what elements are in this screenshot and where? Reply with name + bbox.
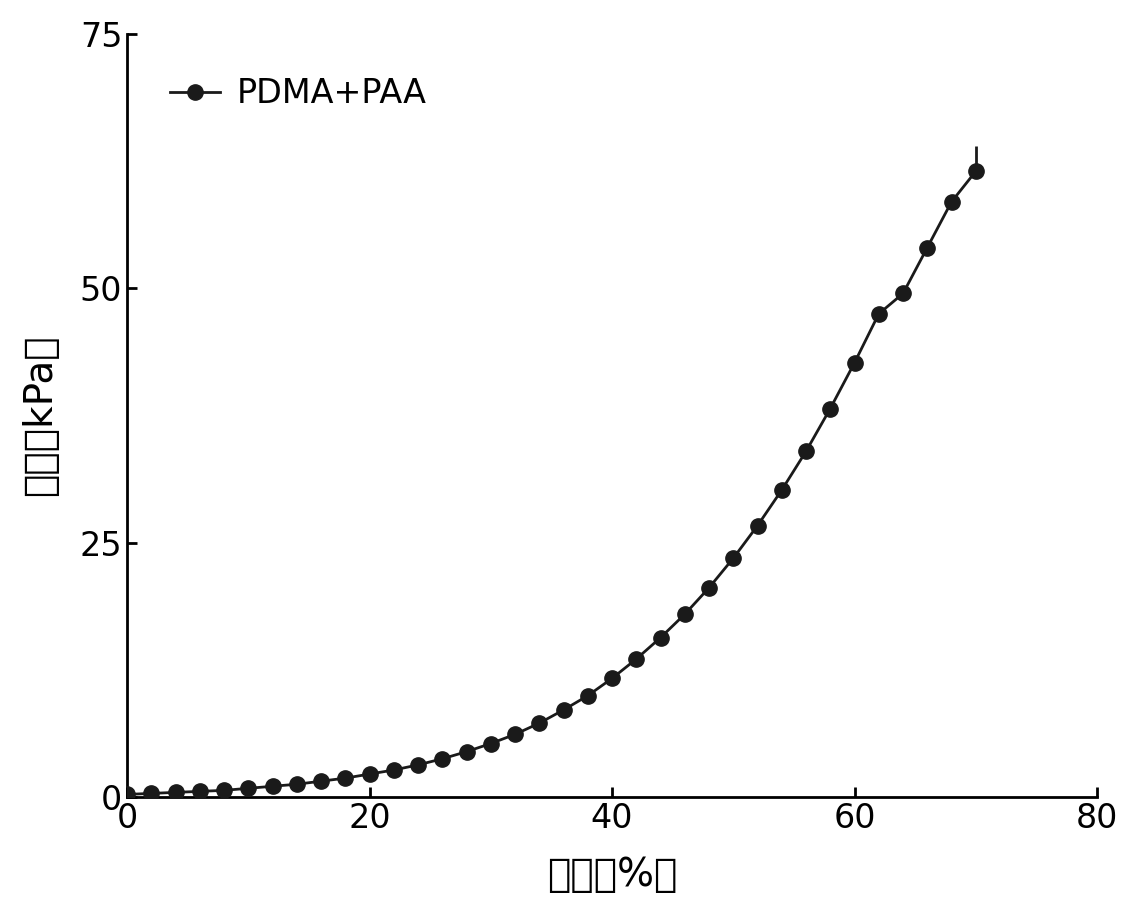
PDMA+PAA bbox=[411, 759, 425, 770]
PDMA+PAA bbox=[508, 729, 522, 740]
PDMA+PAA bbox=[533, 717, 547, 728]
PDMA+PAA bbox=[218, 785, 231, 796]
PDMA+PAA bbox=[605, 673, 618, 684]
PDMA+PAA bbox=[896, 288, 910, 299]
PDMA+PAA bbox=[484, 738, 498, 749]
PDMA+PAA bbox=[557, 705, 571, 716]
PDMA+PAA bbox=[169, 787, 182, 798]
PDMA+PAA bbox=[121, 789, 134, 800]
PDMA+PAA bbox=[920, 242, 934, 253]
PDMA+PAA bbox=[775, 484, 788, 495]
PDMA+PAA bbox=[265, 780, 279, 791]
PDMA+PAA bbox=[363, 769, 377, 780]
PDMA+PAA bbox=[314, 776, 328, 787]
PDMA+PAA bbox=[823, 403, 837, 414]
PDMA+PAA bbox=[727, 553, 740, 564]
PDMA+PAA bbox=[630, 653, 644, 664]
PDMA+PAA bbox=[387, 765, 401, 776]
PDMA+PAA bbox=[290, 779, 304, 790]
PDMA+PAA bbox=[581, 690, 595, 701]
PDMA+PAA bbox=[435, 753, 449, 764]
PDMA+PAA bbox=[338, 772, 352, 783]
PDMA+PAA bbox=[241, 783, 255, 794]
Line: PDMA+PAA: PDMA+PAA bbox=[120, 164, 983, 802]
PDMA+PAA bbox=[678, 608, 691, 619]
PDMA+PAA bbox=[703, 582, 716, 593]
PDMA+PAA bbox=[654, 632, 667, 643]
PDMA+PAA bbox=[460, 746, 474, 757]
PDMA+PAA bbox=[969, 166, 983, 177]
Legend: PDMA+PAA: PDMA+PAA bbox=[144, 50, 453, 137]
PDMA+PAA bbox=[800, 446, 813, 457]
Y-axis label: 应力（kPa）: 应力（kPa） bbox=[21, 335, 59, 497]
PDMA+PAA bbox=[751, 520, 764, 531]
PDMA+PAA bbox=[872, 308, 886, 319]
PDMA+PAA bbox=[944, 197, 958, 208]
PDMA+PAA bbox=[192, 786, 206, 797]
PDMA+PAA bbox=[145, 788, 158, 799]
PDMA+PAA bbox=[847, 357, 861, 368]
X-axis label: 应变（%）: 应变（%） bbox=[547, 856, 678, 894]
